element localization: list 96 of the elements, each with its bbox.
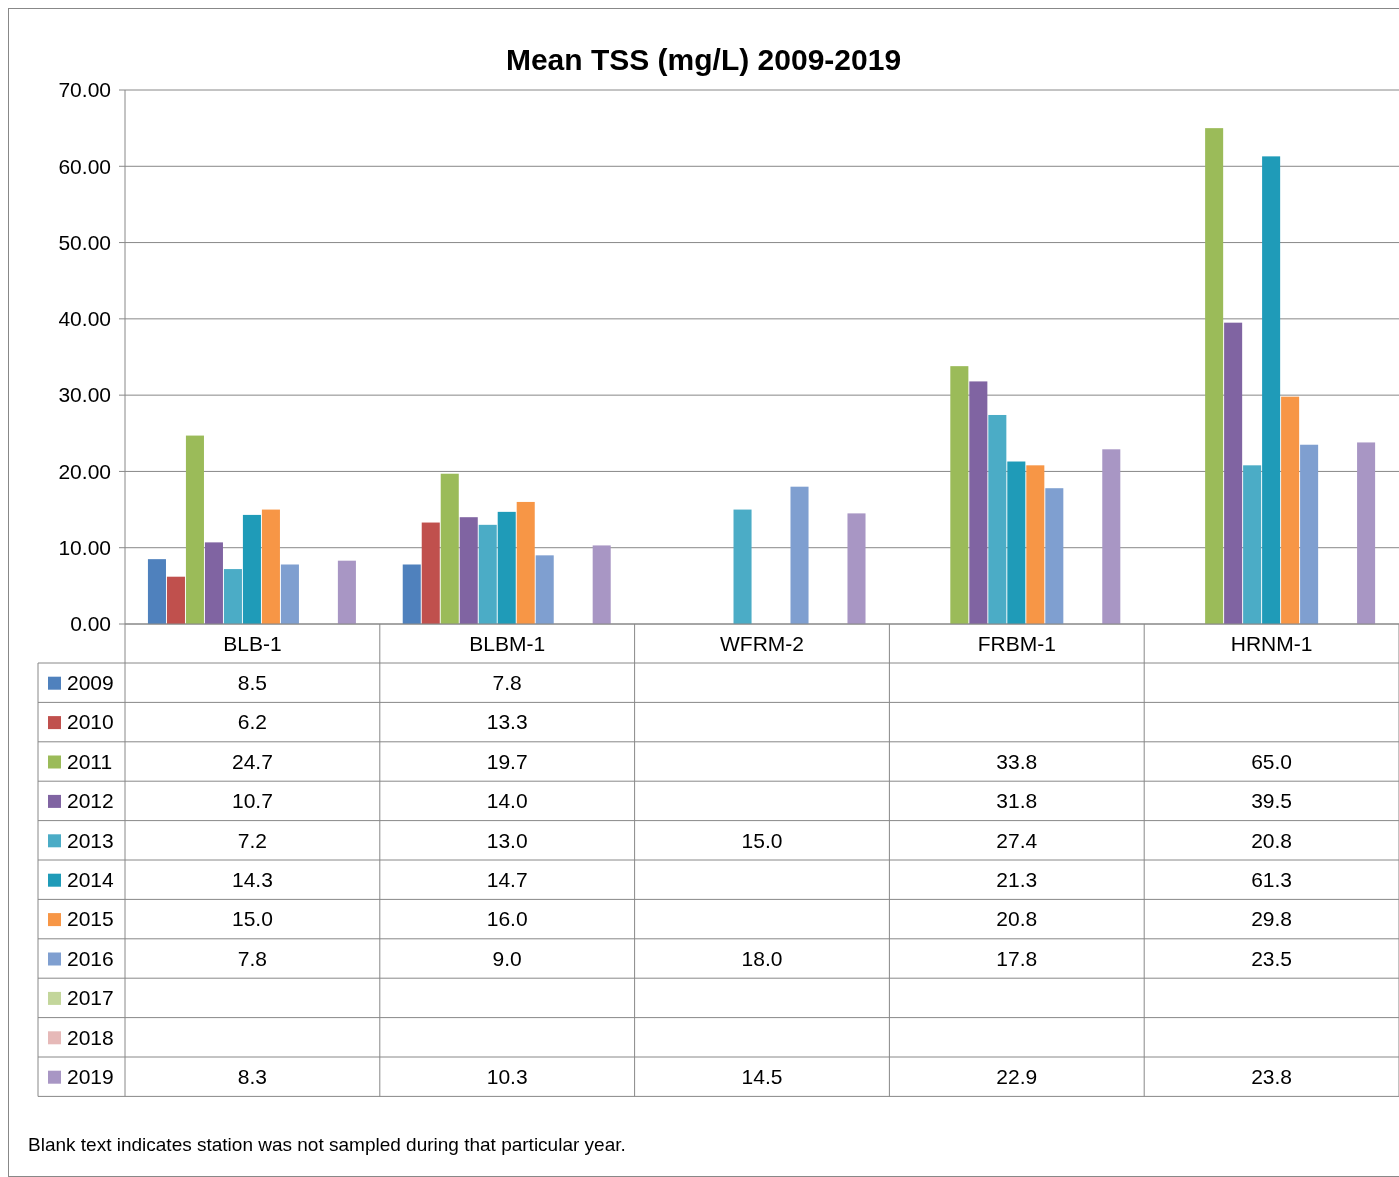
data-label: 7.8 bbox=[237, 946, 267, 970]
bar bbox=[988, 414, 1007, 624]
bar bbox=[147, 559, 166, 624]
bar bbox=[1205, 128, 1224, 624]
y-tick-label: 60.00 bbox=[58, 154, 111, 178]
bar bbox=[516, 501, 535, 624]
data-label: 13.0 bbox=[486, 828, 528, 852]
x-tick-label: FRBM-1 bbox=[977, 631, 1056, 655]
legend-label: 2011 bbox=[67, 749, 113, 773]
legend-label: 2014 bbox=[67, 868, 115, 892]
data-label: 18.0 bbox=[741, 946, 783, 970]
bar bbox=[204, 542, 223, 624]
data-label: 6.2 bbox=[237, 710, 267, 734]
data-label: 61.3 bbox=[1251, 868, 1293, 892]
y-tick-label: 10.00 bbox=[58, 536, 111, 560]
data-label: 13.3 bbox=[486, 710, 528, 734]
data-label: 29.8 bbox=[1251, 907, 1293, 931]
x-tick-label: BLB-1 bbox=[223, 631, 282, 655]
bar bbox=[261, 509, 280, 624]
bar bbox=[185, 435, 204, 624]
data-label: 14.5 bbox=[741, 1065, 783, 1089]
data-label: 20.8 bbox=[1251, 828, 1293, 852]
data-label: 8.5 bbox=[237, 671, 267, 695]
bar bbox=[1007, 461, 1026, 624]
bar bbox=[1045, 488, 1064, 624]
data-label: 19.7 bbox=[486, 749, 528, 773]
data-label: 14.7 bbox=[486, 868, 528, 892]
x-tick-label: HRNM-1 bbox=[1230, 631, 1313, 655]
bar bbox=[1300, 444, 1319, 624]
legend-label: 2016 bbox=[67, 946, 114, 970]
bar bbox=[535, 555, 554, 624]
bar bbox=[1102, 449, 1121, 624]
data-label: 24.7 bbox=[231, 749, 273, 773]
bar bbox=[1026, 465, 1045, 624]
data-label: 15.0 bbox=[231, 907, 273, 931]
bar bbox=[950, 366, 969, 624]
legend-label: 2010 bbox=[67, 710, 114, 734]
data-label: 17.8 bbox=[996, 946, 1038, 970]
data-label: 16.0 bbox=[486, 907, 528, 931]
y-tick-label: 70.00 bbox=[58, 78, 111, 102]
bar bbox=[592, 545, 611, 624]
data-label: 27.4 bbox=[996, 828, 1038, 852]
legend-label: 2013 bbox=[67, 828, 114, 852]
chart-title: Mean TSS (mg/L) 2009-2019 bbox=[505, 43, 902, 76]
data-label: 23.8 bbox=[1251, 1065, 1293, 1089]
data-label: 10.7 bbox=[231, 789, 273, 813]
legend-label: 2009 bbox=[67, 671, 114, 695]
x-tick-label: BLBM-1 bbox=[469, 631, 546, 655]
legend-label: 2019 bbox=[67, 1065, 114, 1089]
data-label: 7.8 bbox=[492, 671, 522, 695]
y-tick-label: 0.00 bbox=[70, 612, 111, 636]
bar bbox=[1262, 156, 1281, 624]
bar bbox=[733, 509, 752, 624]
bar bbox=[969, 381, 988, 624]
data-label: 7.2 bbox=[237, 828, 267, 852]
data-label: 23.5 bbox=[1251, 946, 1293, 970]
y-tick-label: 50.00 bbox=[58, 230, 111, 254]
bar bbox=[280, 564, 299, 624]
legend-label: 2012 bbox=[67, 789, 114, 813]
legend-label: 2015 bbox=[67, 907, 114, 931]
y-tick-label: 30.00 bbox=[58, 383, 111, 407]
data-label: 33.8 bbox=[996, 749, 1038, 773]
data-label: 22.9 bbox=[996, 1065, 1038, 1089]
data-label: 39.5 bbox=[1251, 789, 1293, 813]
bar bbox=[242, 514, 261, 624]
legend-label: 2018 bbox=[67, 1025, 114, 1049]
bar bbox=[1224, 322, 1243, 624]
data-label: 65.0 bbox=[1251, 749, 1293, 773]
bar bbox=[1281, 396, 1300, 624]
bar bbox=[1243, 465, 1262, 624]
bar bbox=[1357, 442, 1376, 624]
data-label: 31.8 bbox=[996, 789, 1038, 813]
x-tick-label: WFRM-2 bbox=[720, 631, 804, 655]
data-label: 14.3 bbox=[231, 868, 273, 892]
y-tick-label: 40.00 bbox=[58, 307, 111, 331]
y-tick-label: 20.00 bbox=[58, 459, 111, 483]
bar bbox=[847, 513, 866, 624]
data-label: 15.0 bbox=[741, 828, 783, 852]
legend-label: 2017 bbox=[67, 986, 114, 1010]
text: Blank text indicates station was not sampled during that particular year. bbox=[28, 1134, 626, 1155]
data-label: 21.3 bbox=[996, 868, 1038, 892]
bar bbox=[478, 524, 497, 624]
data-label: 14.0 bbox=[486, 789, 528, 813]
bar bbox=[421, 522, 440, 624]
bar bbox=[497, 511, 516, 624]
bar bbox=[790, 486, 809, 624]
bar bbox=[223, 569, 242, 624]
bar bbox=[440, 473, 459, 624]
bar bbox=[459, 517, 478, 624]
data-label: 20.8 bbox=[996, 907, 1038, 931]
bar bbox=[166, 576, 185, 624]
bar bbox=[402, 564, 421, 624]
data-label: 10.3 bbox=[486, 1065, 528, 1089]
bar bbox=[337, 560, 356, 624]
data-label: 9.0 bbox=[492, 946, 522, 970]
data-label: 8.3 bbox=[237, 1065, 267, 1089]
